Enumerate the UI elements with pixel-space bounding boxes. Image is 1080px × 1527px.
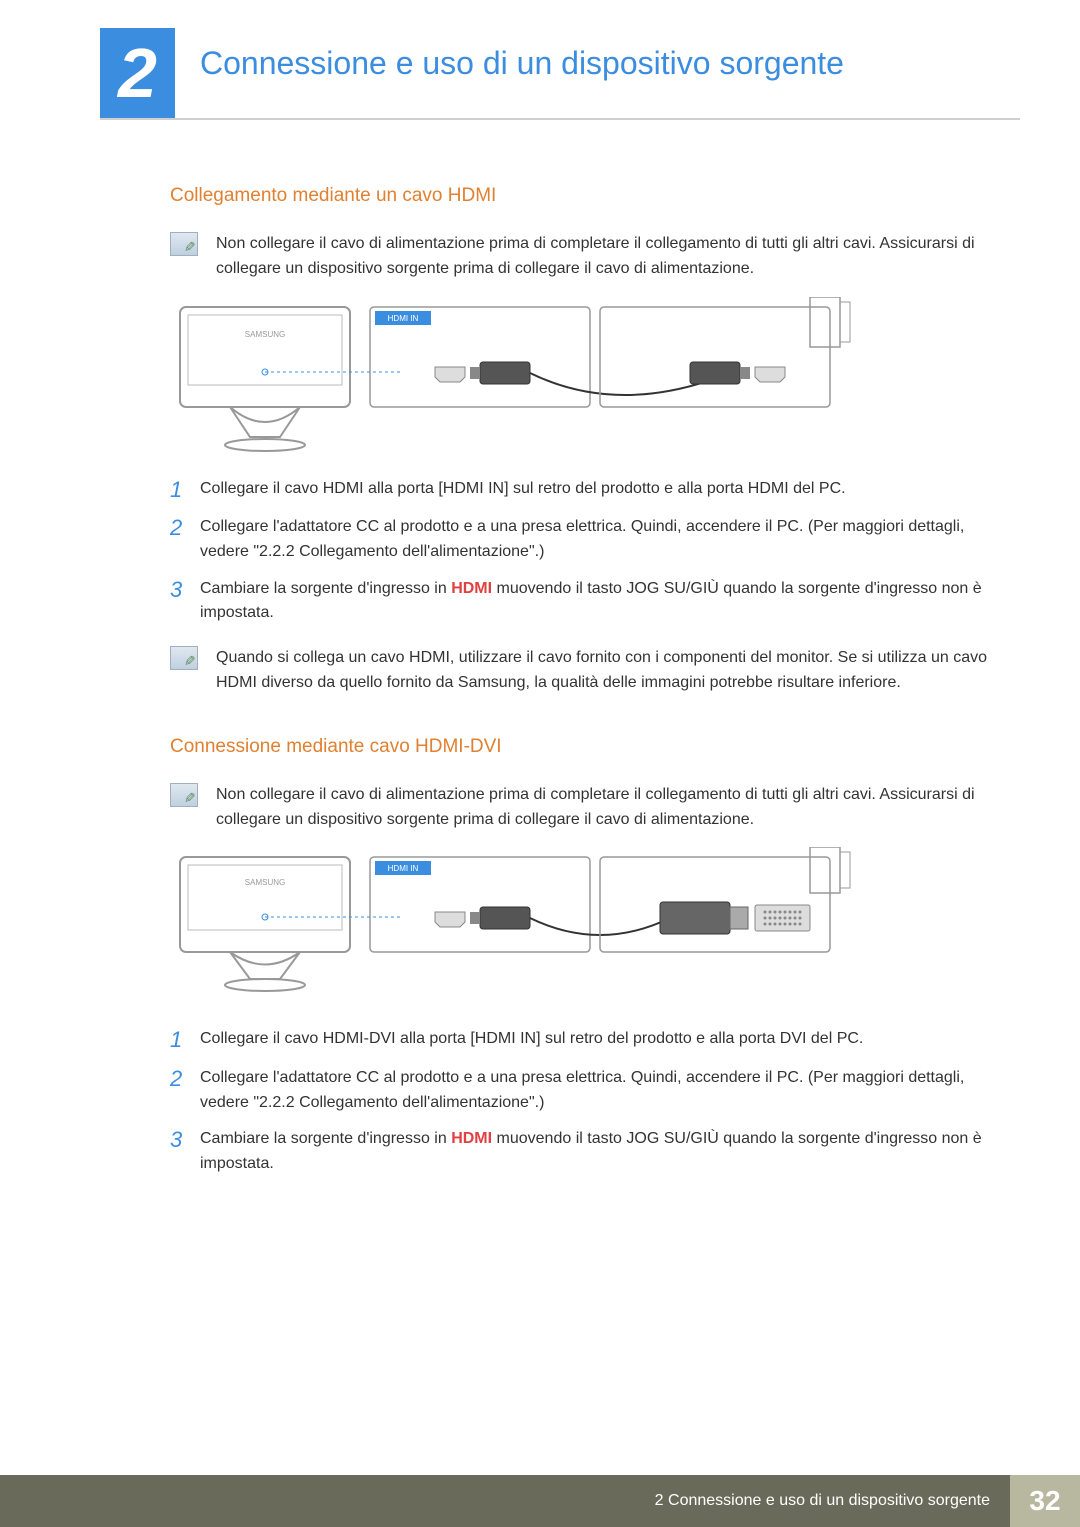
chapter-number: 2 [118, 33, 157, 113]
step-text: Cambiare la sorgente d'ingresso in HDMI … [200, 1127, 1010, 1177]
note-block: Non collegare il cavo di alimentazione p… [170, 783, 1010, 833]
step-number: 2 [170, 1066, 200, 1092]
page-content: Collegamento mediante un cavo HDMI Non c… [170, 185, 1010, 1197]
note-text: Non collegare il cavo di alimentazione p… [216, 232, 1010, 282]
step-text: Collegare l'adattatore CC al prodotto e … [200, 1066, 1010, 1116]
note-block: Non collegare il cavo di alimentazione p… [170, 232, 1010, 282]
step-text: Cambiare la sorgente d'ingresso in HDMI … [200, 577, 1010, 627]
section-hdmi-dvi: Connessione mediante cavo HDMI-DVI Non c… [170, 736, 1010, 1177]
note-icon [170, 783, 198, 807]
steps-list: 1 Collegare il cavo HDMI-DVI alla porta … [170, 1027, 1010, 1177]
hdmi-bold: HDMI [451, 580, 492, 597]
step-text: Collegare il cavo HDMI alla porta [HDMI … [200, 477, 846, 502]
step-item: 3 Cambiare la sorgente d'ingresso in HDM… [170, 1127, 1010, 1177]
note-icon [170, 646, 198, 670]
steps-list: 1 Collegare il cavo HDMI alla porta [HDM… [170, 477, 1010, 627]
step-item: 1 Collegare il cavo HDMI alla porta [HDM… [170, 477, 1010, 503]
footer-label: 2 Connessione e uso di un dispositivo so… [0, 1475, 1010, 1527]
chapter-badge: 2 [100, 28, 175, 118]
note-text: Non collegare il cavo di alimentazione p… [216, 783, 1010, 833]
hdmi-connection-diagram: SAMSUNG HDMI IN [170, 297, 870, 457]
step-number: 2 [170, 515, 200, 541]
step-number: 1 [170, 477, 200, 503]
step-number: 3 [170, 577, 200, 603]
section-title-hdmi: Collegamento mediante un cavo HDMI [170, 185, 1010, 207]
svg-text:HDMI IN: HDMI IN [388, 864, 419, 873]
step-text: Collegare il cavo HDMI-DVI alla porta [H… [200, 1027, 863, 1052]
page-footer: 2 Connessione e uso di un dispositivo so… [0, 1475, 1080, 1527]
step-item: 3 Cambiare la sorgente d'ingresso in HDM… [170, 577, 1010, 627]
step-text-pre: Cambiare la sorgente d'ingresso in [200, 1130, 451, 1147]
step-item: 2 Collegare l'adattatore CC al prodotto … [170, 515, 1010, 565]
hdmi-dvi-connection-diagram: SAMSUNG HDMI IN [170, 847, 870, 1007]
note-block: Quando si collega un cavo HDMI, utilizza… [170, 646, 1010, 696]
footer-page-number: 32 [1010, 1475, 1080, 1527]
section-title-hdmi-dvi: Connessione mediante cavo HDMI-DVI [170, 736, 1010, 758]
step-number: 1 [170, 1027, 200, 1053]
step-text-pre: Cambiare la sorgente d'ingresso in [200, 580, 451, 597]
step-item: 2 Collegare l'adattatore CC al prodotto … [170, 1066, 1010, 1116]
note-text: Quando si collega un cavo HDMI, utilizza… [216, 646, 1010, 696]
svg-text:SAMSUNG: SAMSUNG [245, 878, 285, 887]
chapter-title: Connessione e uso di un dispositivo sorg… [200, 45, 844, 82]
note-icon [170, 232, 198, 256]
step-number: 3 [170, 1127, 200, 1153]
hdmi-bold: HDMI [451, 1130, 492, 1147]
svg-text:HDMI IN: HDMI IN [388, 314, 419, 323]
svg-text:SAMSUNG: SAMSUNG [245, 330, 285, 339]
step-text: Collegare l'adattatore CC al prodotto e … [200, 515, 1010, 565]
header-divider [100, 118, 1020, 120]
step-item: 1 Collegare il cavo HDMI-DVI alla porta … [170, 1027, 1010, 1053]
